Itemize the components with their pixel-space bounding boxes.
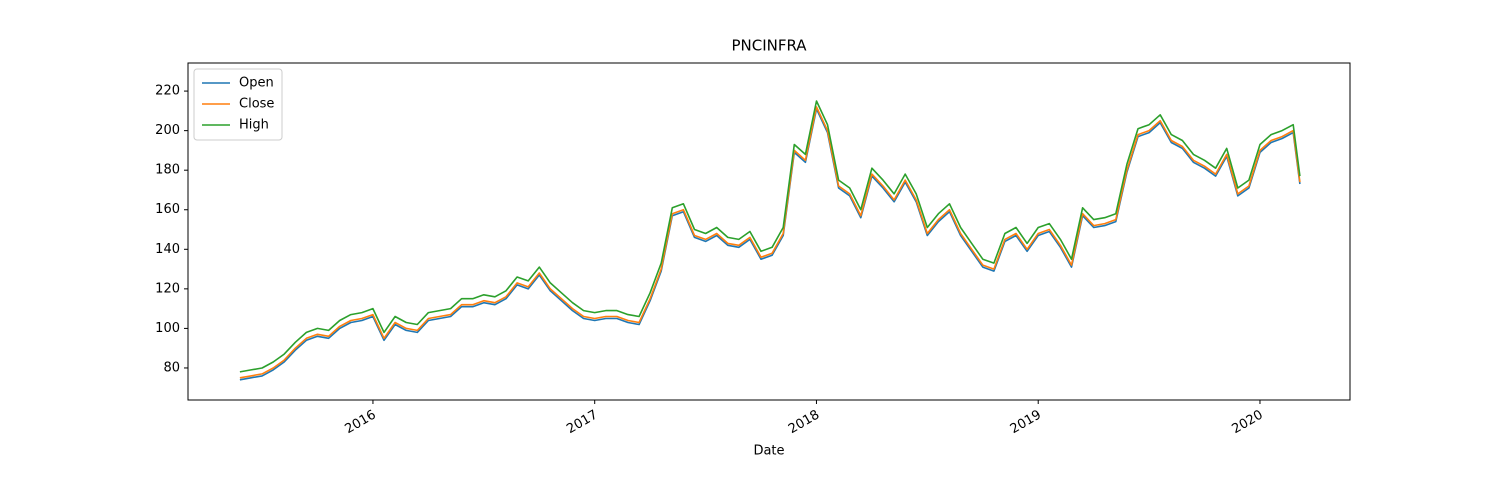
y-tick-label: 80 [163,360,180,375]
x-axis-label: Date [753,444,784,459]
x-tick-label: 2016 [343,408,379,438]
x-tick-label: 2020 [1230,408,1266,438]
chart-title: PNCINFRA [731,37,807,55]
x-tick-label: 2017 [564,408,600,438]
legend-label: Open [239,76,274,91]
y-tick-label: 160 [155,202,180,217]
line [239,100,1301,373]
plot-frame [187,62,1351,401]
y-tick-label: 140 [155,242,180,257]
legend-box [193,68,283,141]
y-tick-label: 200 [155,123,180,138]
y-tick-label: 220 [155,84,180,99]
legend-label: High [239,118,269,133]
legend-label: Close [239,97,274,112]
y-tick-label: 120 [155,281,180,296]
line [239,108,1301,381]
x-tick-label: 2019 [1008,408,1044,438]
y-tick-label: 100 [155,321,180,336]
line [239,106,1301,379]
y-tick-label: 180 [155,163,180,178]
x-tick-label: 2018 [786,408,822,438]
